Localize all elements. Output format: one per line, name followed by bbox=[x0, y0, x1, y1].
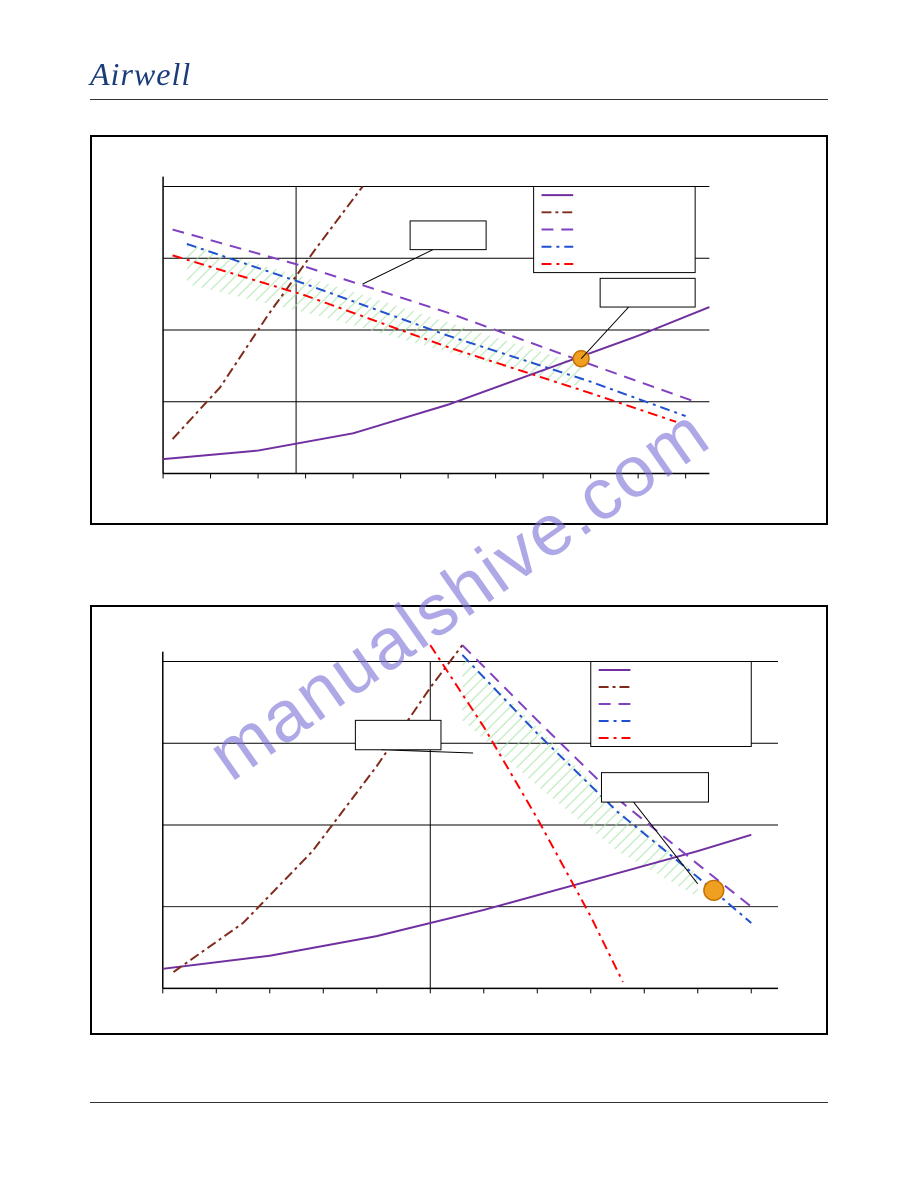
chart-2 bbox=[90, 605, 828, 1035]
page-header: Airwell bbox=[90, 50, 828, 100]
footer-rule bbox=[90, 1102, 828, 1103]
page: Airwell manualshive.com bbox=[0, 0, 918, 1188]
brand-logo: Airwell bbox=[90, 56, 191, 93]
chart-1 bbox=[90, 135, 828, 525]
chart-1-svg bbox=[92, 137, 826, 523]
chart-2-svg bbox=[92, 607, 826, 1033]
